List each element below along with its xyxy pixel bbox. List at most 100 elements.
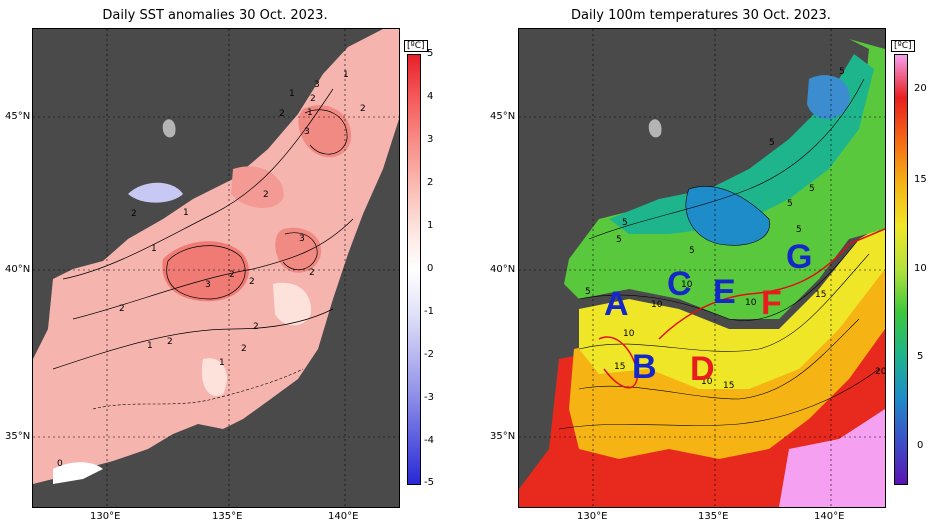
sst-anomaly-map: 1 2 3 1 2 2 1 2 3 1 1 2 2 3 2 2 3 2 2 1 <box>32 28 400 508</box>
contour-label: 5 <box>796 225 802 235</box>
region-label-f: F <box>761 284 782 322</box>
contour-label: 1 <box>147 341 153 351</box>
front-line <box>598 228 885 389</box>
lon-label: 140°E <box>814 511 845 522</box>
lon-label: 130°E <box>90 511 121 522</box>
region-label-c: C <box>667 265 692 303</box>
colorbar-tick: 2 <box>427 177 434 188</box>
colorbar-tick: 5 <box>427 48 434 59</box>
colorbar-tick: -5 <box>424 477 434 488</box>
contour-label: 5 <box>585 287 591 297</box>
contour-label: 1 <box>343 70 349 80</box>
sea-pink <box>779 409 885 507</box>
neutral-patch <box>273 282 312 326</box>
colorbar-tick: 3 <box>427 134 434 145</box>
temp-100m-map: 5 5 5 5 5 5 5 5 5 10 10 10 10 15 15 15 1… <box>518 28 886 508</box>
contour-label: 5 <box>809 184 815 194</box>
colorbar-tick: 20 <box>914 83 927 94</box>
colorbar-tick: 0 <box>917 440 924 451</box>
colorbar-tick: 5 <box>917 351 924 362</box>
contour-label: 3 <box>304 127 310 137</box>
lat-label: 35°N <box>490 431 516 442</box>
lon-label: 135°E <box>698 511 729 522</box>
contour-label: 5 <box>787 199 793 209</box>
lat-label: 35°N <box>5 431 31 442</box>
contour-label: 2 <box>249 277 255 287</box>
region-label-d: D <box>690 350 715 388</box>
contour-label: 3 <box>299 234 305 244</box>
contour-label: 2 <box>229 270 235 280</box>
sst-anomaly-title: Daily SST anomalies 30 Oct. 2023. <box>102 8 328 23</box>
colorbar-tick: -1 <box>424 306 434 317</box>
contour-label: 2 <box>131 209 137 219</box>
island <box>162 119 176 138</box>
colorbar-tick: 0 <box>427 263 434 274</box>
temp-100m-title: Daily 100m temperatures 30 Oct. 2023. <box>571 8 831 23</box>
neutral-patch <box>53 462 103 484</box>
lon-label: 135°E <box>212 511 243 522</box>
colorbar-tick: -4 <box>424 435 434 446</box>
contour-label: 2 <box>241 344 247 354</box>
contour-label: 3 <box>205 280 211 290</box>
contour-label: 5 <box>622 218 628 228</box>
contour-label: 2 <box>119 304 125 314</box>
warm-patch <box>298 105 352 158</box>
sea-blue <box>807 75 850 119</box>
contour-label: 2 <box>279 109 285 119</box>
contour-label: 5 <box>689 246 695 256</box>
contour-label: 15 <box>723 381 734 391</box>
contour-label: 15 <box>815 290 826 300</box>
anomaly-colorbar <box>407 54 421 485</box>
lat-label: 40°N <box>490 264 516 275</box>
cool-patch <box>128 182 183 203</box>
sst-anomaly-panel: Daily SST anomalies 30 Oct. 2023. <box>0 0 466 526</box>
colorbar-tick: 10 <box>914 263 927 274</box>
contour-label: 1 <box>307 108 313 118</box>
sea-orange <box>569 229 885 459</box>
colorbar-tick: 15 <box>914 174 927 185</box>
warm-patch <box>231 166 284 209</box>
contour-label: 1 <box>151 244 157 254</box>
region-label-g: G <box>786 238 813 276</box>
lon-label: 140°E <box>328 511 359 522</box>
contour-label: 10 <box>651 300 663 310</box>
contour-label: 10 <box>745 298 757 308</box>
colorbar-tick: 1 <box>427 220 434 231</box>
lat-label: 45°N <box>490 111 516 122</box>
contour-label: 15 <box>614 362 625 372</box>
contour-label: 10 <box>701 377 713 387</box>
colorbar-unit: [ºC] <box>891 40 915 52</box>
contour-label: 3 <box>314 80 320 90</box>
contour-label: 20 <box>875 367 885 377</box>
contour-label: 1 <box>219 358 225 368</box>
lat-label: 45°N <box>5 111 31 122</box>
colorbar-tick: 4 <box>427 91 434 102</box>
contour-label: 2 <box>167 337 173 347</box>
region-label-a: A <box>604 285 629 323</box>
warm-patch <box>275 227 322 273</box>
contour-label: 2 <box>309 268 315 278</box>
contour-label: 1 <box>289 89 295 99</box>
contour-label: 2 <box>263 190 269 200</box>
contour-label: 5 <box>769 138 775 148</box>
contour-label: 2 <box>310 94 316 104</box>
colorbar-unit: [ºC] <box>404 40 428 52</box>
contour-label: 0 <box>57 459 63 469</box>
contour-label: 1 <box>183 208 189 218</box>
colorbar-tick: -2 <box>424 349 434 360</box>
contour-label: 2 <box>253 322 259 332</box>
lon-label: 130°E <box>577 511 608 522</box>
colorbar-tick: -3 <box>424 392 434 403</box>
sea-yellow <box>579 224 885 389</box>
contour-label: 10 <box>623 329 635 339</box>
warm-patch <box>162 241 249 302</box>
island <box>648 119 662 138</box>
temperature-colorbar <box>894 54 908 485</box>
sea-blue <box>685 186 770 246</box>
neutral-patch <box>201 358 227 396</box>
contour-label: 5 <box>616 235 622 245</box>
contour-label: 10 <box>681 280 693 290</box>
lat-label: 40°N <box>5 264 31 275</box>
region-label-e: E <box>713 273 736 311</box>
